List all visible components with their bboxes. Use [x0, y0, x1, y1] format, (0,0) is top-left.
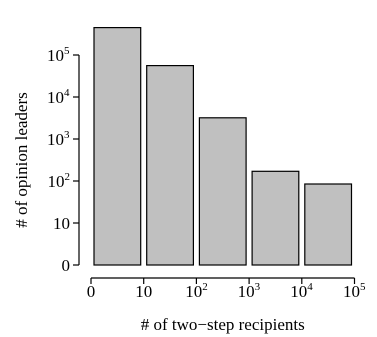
x-tick-label-3: 103 — [238, 281, 261, 301]
x-tick-label-0: 0 — [87, 282, 96, 301]
bar-4 — [251, 170, 300, 266]
bar-2 — [146, 64, 194, 266]
y-tick-label-3: 103 — [47, 129, 70, 149]
x-tick-label-5: 105 — [343, 281, 366, 301]
bar-1 — [93, 27, 142, 266]
axes-layer: 0 10 102 103 104 105 0 10 102 103 104 105 — [47, 45, 366, 301]
y-tick-label-1: 10 — [53, 214, 70, 233]
x-tick-label-1: 10 — [135, 282, 152, 301]
y-axis-title: # of opinion leaders — [12, 92, 31, 228]
bar-3 — [198, 117, 247, 266]
y-tick-label-0: 0 — [62, 256, 71, 275]
bars-layer — [93, 27, 353, 266]
y-tick-label-2: 102 — [48, 171, 71, 191]
bar-5 — [304, 183, 353, 266]
y-tick-label-4: 104 — [47, 87, 70, 107]
x-tick-label-2: 102 — [185, 281, 208, 301]
x-tick-label-4: 104 — [290, 281, 313, 301]
x-axis-title: # of two−step recipients — [141, 315, 305, 334]
y-tick-label-5: 105 — [47, 45, 70, 65]
